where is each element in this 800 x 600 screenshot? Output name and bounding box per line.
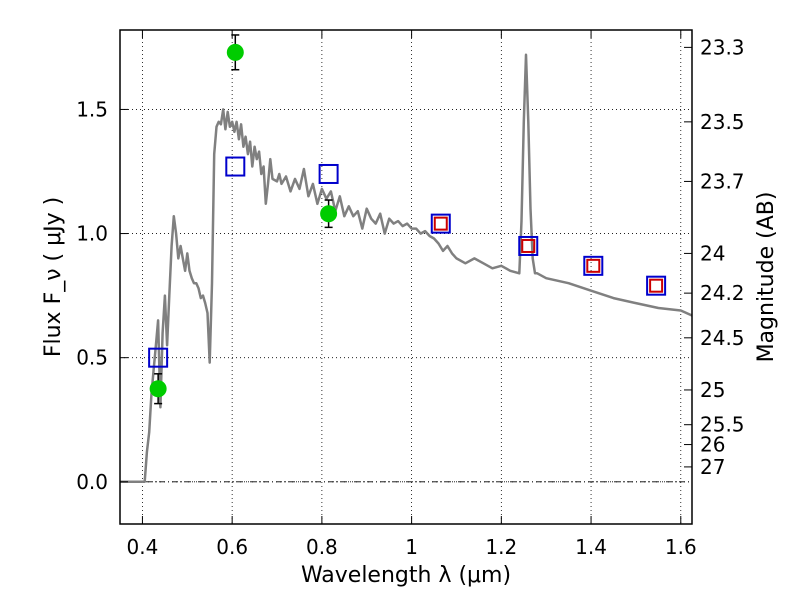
- x-tick-label: 1.2: [485, 535, 517, 559]
- red-square-marker: [521, 238, 536, 253]
- blue-square-marker: [583, 255, 604, 276]
- x-tick-label: 1.6: [665, 535, 697, 559]
- green-circle-marker: [226, 43, 244, 61]
- right-tick-label: 23.7: [700, 169, 745, 193]
- right-axis-label: Magnitude (AB): [754, 192, 779, 363]
- y-axis-ticks: 0.0 0.5 1.0 1.5: [76, 97, 128, 494]
- right-tick-label: 26: [700, 433, 725, 457]
- x-tick-label: 0.8: [306, 535, 338, 559]
- blue-square-marker: [518, 235, 539, 256]
- plot-series: [120, 34, 693, 484]
- right-tick-label: 23.5: [700, 110, 745, 134]
- blue-square-marker: [148, 347, 169, 368]
- red-square-marker: [586, 258, 601, 273]
- blue-square-marker: [318, 163, 339, 184]
- blue-square-marker: [430, 213, 451, 234]
- blue-square-marker: [225, 156, 246, 177]
- red-square-marker: [649, 278, 664, 293]
- right-tick-label: 27: [700, 455, 725, 479]
- x-axis-label: Wavelength λ (μm): [301, 563, 511, 588]
- green-circle-marker: [320, 205, 338, 223]
- plot-frame: [119, 29, 693, 525]
- x-tick-label: 0.4: [127, 535, 159, 559]
- y-tick-label: 1.0: [76, 222, 108, 246]
- blue-square-marker: [646, 275, 667, 296]
- grid-lines: [120, 30, 692, 524]
- x-tick-label: 1: [405, 535, 418, 559]
- y-tick-label: 1.5: [76, 97, 108, 121]
- green-circle-marker: [149, 380, 167, 398]
- y-tick-label: 0.5: [76, 346, 108, 370]
- right-tick-label: 24: [700, 241, 725, 265]
- right-tick-label: 25: [700, 378, 725, 402]
- right-tick-label: 25.5: [700, 413, 745, 437]
- x-tick-label: 0.6: [216, 535, 248, 559]
- x-tick-label: 1.4: [575, 535, 607, 559]
- y-axis-label: Flux F_ν ( μJy ): [41, 197, 66, 357]
- right-tick-label: 24.2: [700, 281, 745, 305]
- right-tick-label: 24.5: [700, 326, 745, 350]
- x-axis-ticks: 0.4 0.6 0.8 1 1.2 1.4 1.6: [127, 30, 697, 559]
- model-spectrum-line: [120, 53, 693, 484]
- right-tick-label: 23.3: [700, 35, 745, 59]
- y-tick-label: 0.0: [76, 470, 108, 494]
- red-square-marker: [433, 216, 448, 231]
